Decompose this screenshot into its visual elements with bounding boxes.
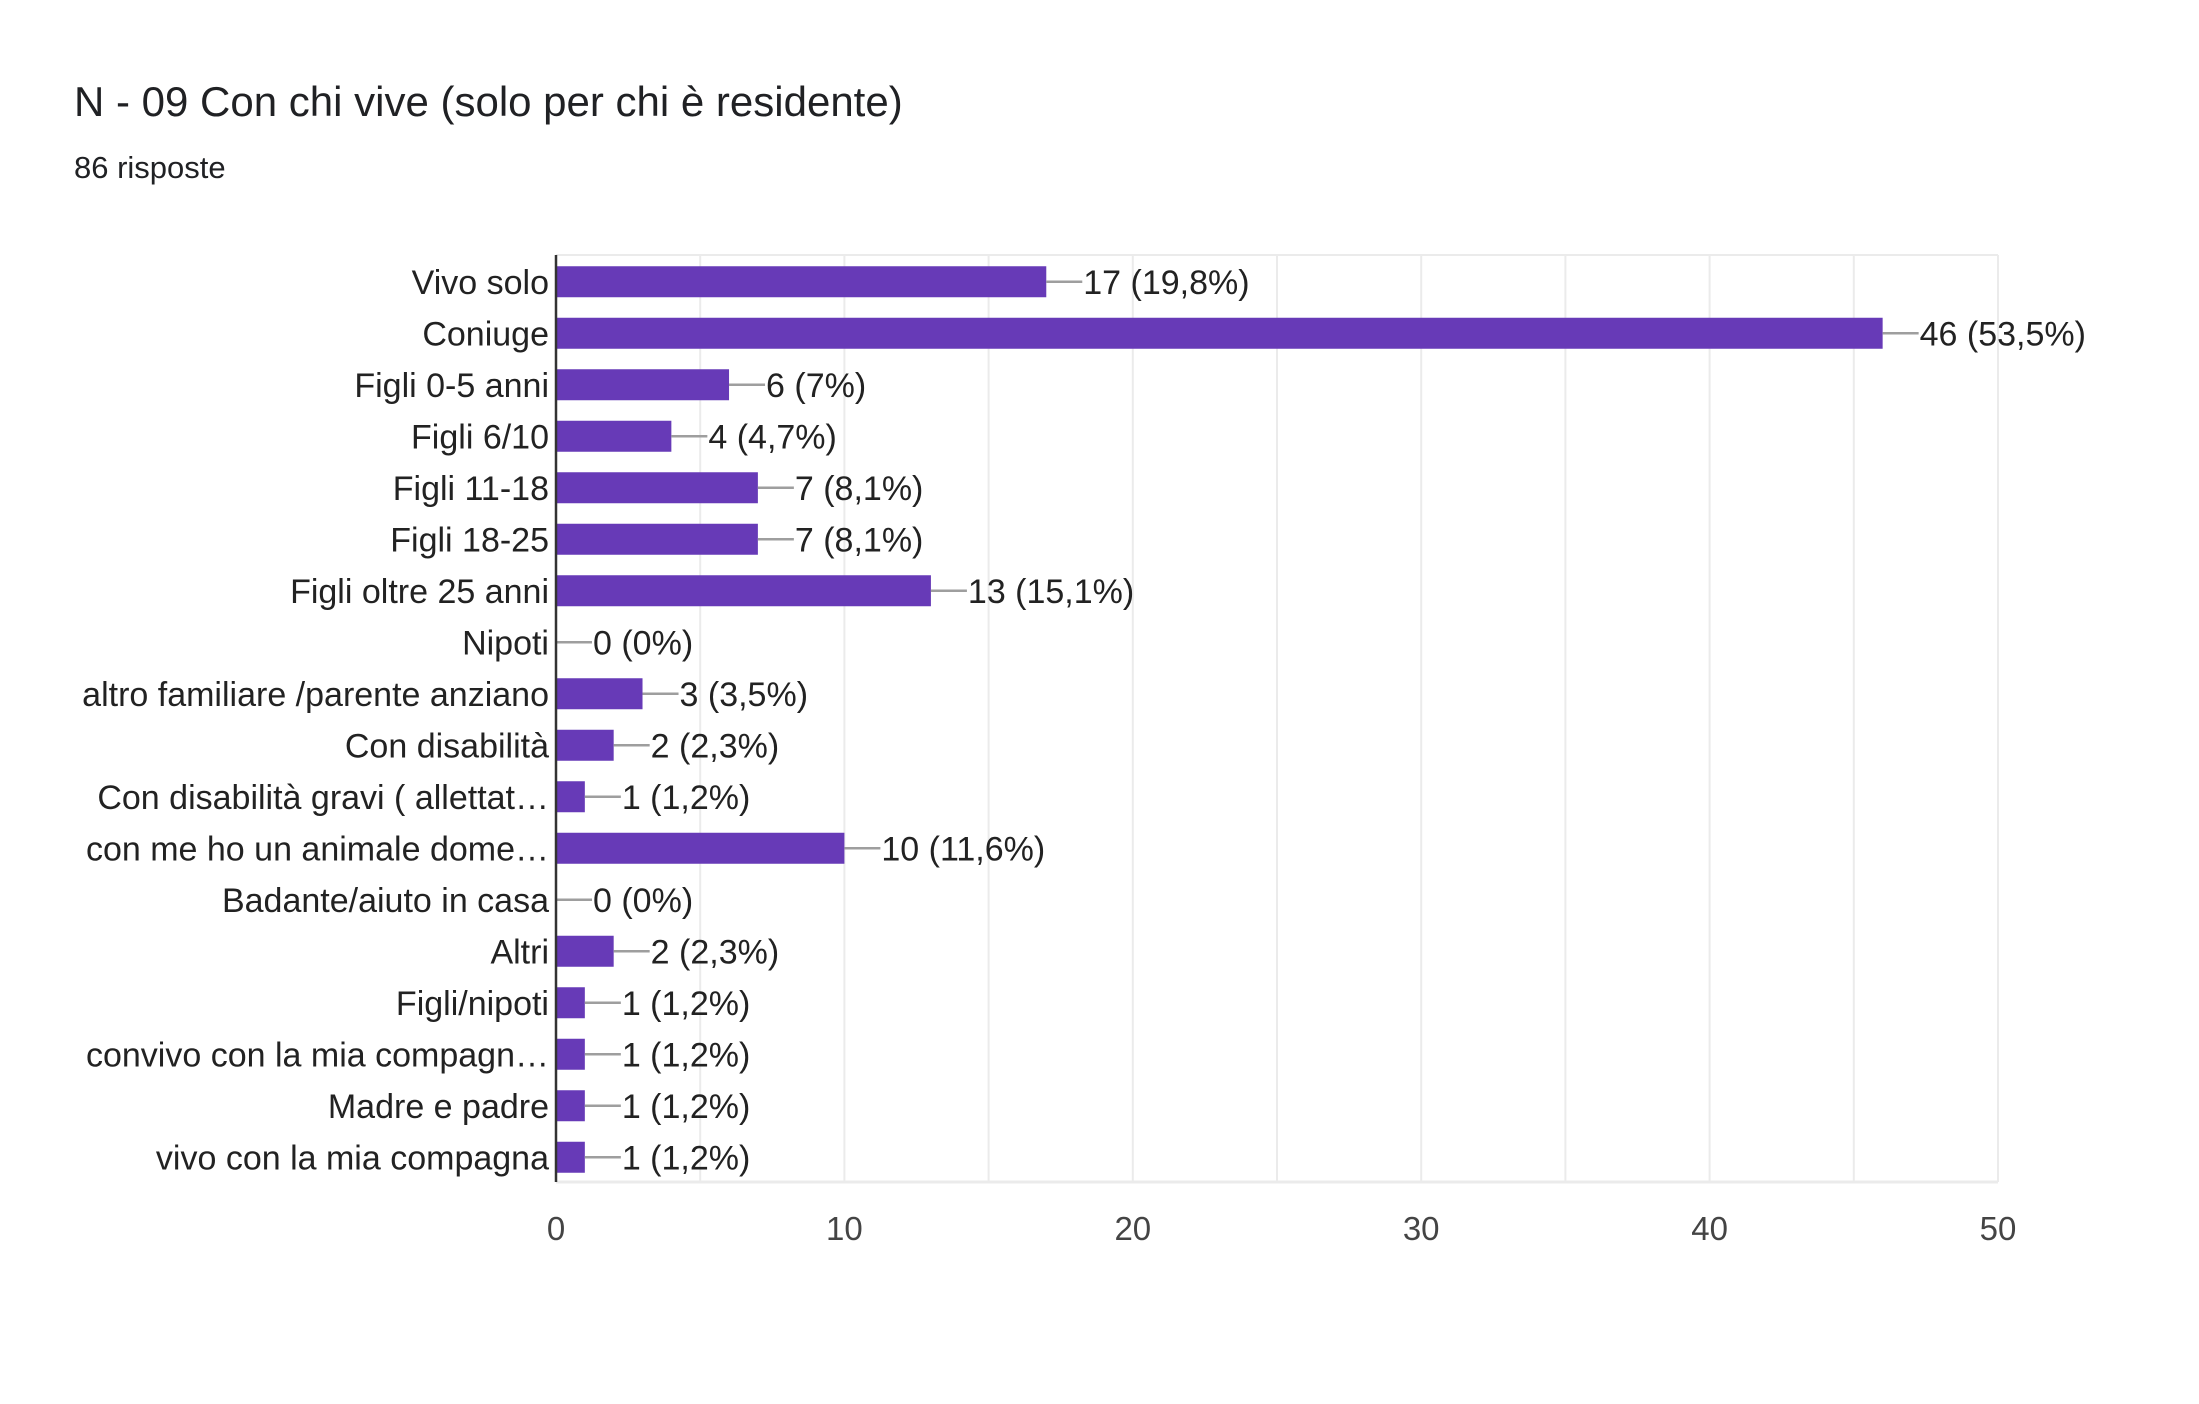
category-label: Con disabilità bbox=[345, 727, 549, 765]
bar bbox=[556, 729, 614, 761]
bar bbox=[556, 1038, 585, 1070]
data-label: 17 (19,8%) bbox=[1083, 264, 1249, 302]
x-tick-label: 30 bbox=[1403, 1210, 1440, 1247]
data-label: 1 (1,2%) bbox=[622, 985, 751, 1023]
category-label: Figli 0-5 anni bbox=[354, 367, 549, 405]
data-label: 13 (15,1%) bbox=[968, 573, 1134, 611]
data-label: 1 (1,2%) bbox=[622, 1036, 751, 1074]
bar bbox=[556, 678, 643, 710]
category-label: Figli 18-25 bbox=[390, 521, 549, 559]
bar bbox=[556, 369, 730, 401]
x-tick-label: 20 bbox=[1114, 1210, 1151, 1247]
data-label: 10 (11,6%) bbox=[881, 830, 1045, 868]
data-label: 0 (0%) bbox=[593, 882, 693, 920]
category-label: Nipoti bbox=[462, 624, 549, 662]
x-tick-label: 50 bbox=[1980, 1210, 2017, 1247]
category-label: Altri bbox=[490, 933, 549, 971]
bar bbox=[556, 472, 758, 504]
data-label: 0 (0%) bbox=[593, 624, 693, 662]
category-label: Figli 11-18 bbox=[393, 470, 549, 508]
bar bbox=[556, 781, 585, 813]
category-label: altro familiare /parente anziano bbox=[82, 676, 549, 714]
chart-title: N - 09 Con chi vive (solo per chi è resi… bbox=[74, 78, 903, 125]
data-label: 1 (1,2%) bbox=[622, 1088, 751, 1126]
category-label: Vivo solo bbox=[412, 264, 549, 302]
bar bbox=[556, 420, 672, 452]
category-label: Figli/nipoti bbox=[396, 985, 549, 1023]
category-label: vivo con la mia compagna bbox=[156, 1139, 549, 1177]
x-tick-label: 0 bbox=[547, 1210, 565, 1247]
data-label: 6 (7%) bbox=[766, 367, 866, 405]
category-label: Madre e padre bbox=[328, 1088, 549, 1126]
category-label: Con disabilità gravi ( allettat… bbox=[97, 779, 549, 817]
category-label: Coniuge bbox=[422, 315, 549, 353]
category-label: con me ho un animale dome… bbox=[86, 830, 549, 868]
bar bbox=[556, 266, 1047, 298]
data-label: 7 (8,1%) bbox=[795, 470, 924, 508]
data-label: 3 (3,5%) bbox=[680, 676, 809, 714]
data-label: 1 (1,2%) bbox=[622, 1139, 751, 1177]
bar bbox=[556, 1090, 585, 1122]
category-label: convivo con la mia compagn… bbox=[86, 1036, 549, 1074]
bar bbox=[556, 832, 845, 864]
category-label: Figli 6/10 bbox=[411, 418, 549, 456]
bar bbox=[556, 523, 758, 555]
x-tick-label: 10 bbox=[826, 1210, 863, 1247]
data-label: 1 (1,2%) bbox=[622, 779, 751, 817]
bar bbox=[556, 575, 931, 607]
data-label: 2 (2,3%) bbox=[651, 727, 780, 765]
data-label: 2 (2,3%) bbox=[651, 933, 780, 971]
bar bbox=[556, 317, 1883, 349]
bar bbox=[556, 987, 585, 1019]
category-label: Figli oltre 25 anni bbox=[290, 573, 549, 611]
data-label: 46 (53,5%) bbox=[1920, 315, 2086, 353]
x-tick-label: 40 bbox=[1691, 1210, 1728, 1247]
response-count: 86 risposte bbox=[74, 150, 226, 185]
category-label: Badante/aiuto in casa bbox=[222, 882, 549, 920]
bar bbox=[556, 935, 614, 967]
data-label: 7 (8,1%) bbox=[795, 521, 924, 559]
bar bbox=[556, 1141, 585, 1173]
data-label: 4 (4,7%) bbox=[708, 418, 837, 456]
